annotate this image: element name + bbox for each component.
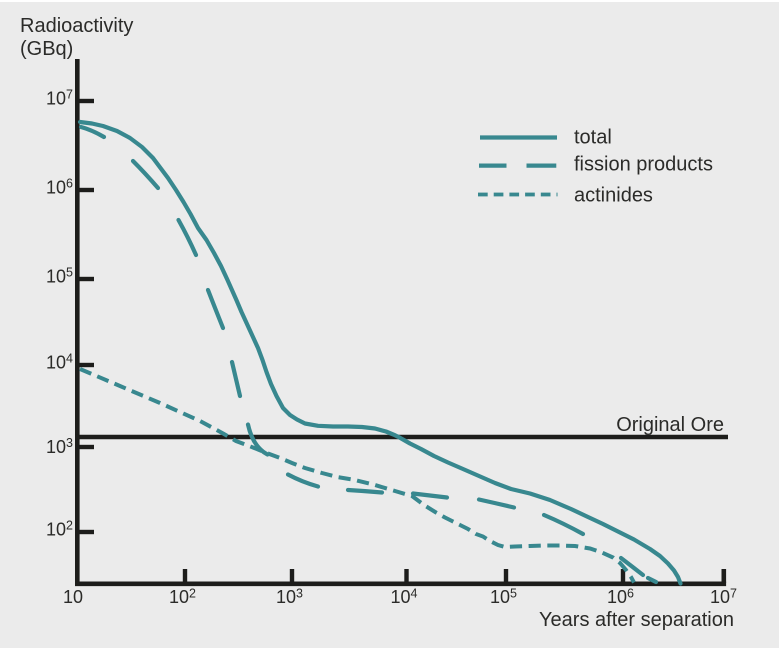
svg-text:actinides: actinides <box>574 185 653 207</box>
svg-text:3: 3 <box>66 436 73 450</box>
svg-text:5: 5 <box>66 266 73 280</box>
svg-text:10: 10 <box>607 587 627 607</box>
svg-text:2: 2 <box>66 519 73 533</box>
svg-text:7: 7 <box>730 587 737 601</box>
svg-text:10: 10 <box>46 267 66 287</box>
svg-text:Original Ore: Original Ore <box>616 414 724 436</box>
svg-text:total: total <box>574 127 612 149</box>
svg-text:10: 10 <box>63 587 83 607</box>
svg-text:6: 6 <box>627 587 634 601</box>
svg-text:10: 10 <box>46 89 66 109</box>
svg-text:10: 10 <box>710 587 730 607</box>
svg-text:7: 7 <box>66 88 73 102</box>
svg-text:fission products: fission products <box>574 154 713 176</box>
svg-text:(GBq): (GBq) <box>20 38 73 60</box>
svg-text:10: 10 <box>46 353 66 373</box>
svg-text:10: 10 <box>490 587 510 607</box>
svg-text:10: 10 <box>169 587 189 607</box>
svg-text:Radioactivity: Radioactivity <box>20 15 133 37</box>
svg-text:10: 10 <box>276 587 296 607</box>
svg-text:10: 10 <box>46 437 66 457</box>
svg-text:10: 10 <box>46 178 66 198</box>
svg-text:5: 5 <box>510 587 517 601</box>
svg-text:2: 2 <box>189 587 196 601</box>
svg-text:4: 4 <box>411 587 418 601</box>
svg-text:10: 10 <box>390 587 410 607</box>
svg-text:10: 10 <box>46 520 66 540</box>
svg-text:Years after separation: Years after separation <box>539 609 734 631</box>
svg-text:6: 6 <box>66 177 73 191</box>
svg-text:3: 3 <box>296 587 303 601</box>
svg-text:4: 4 <box>66 352 73 366</box>
